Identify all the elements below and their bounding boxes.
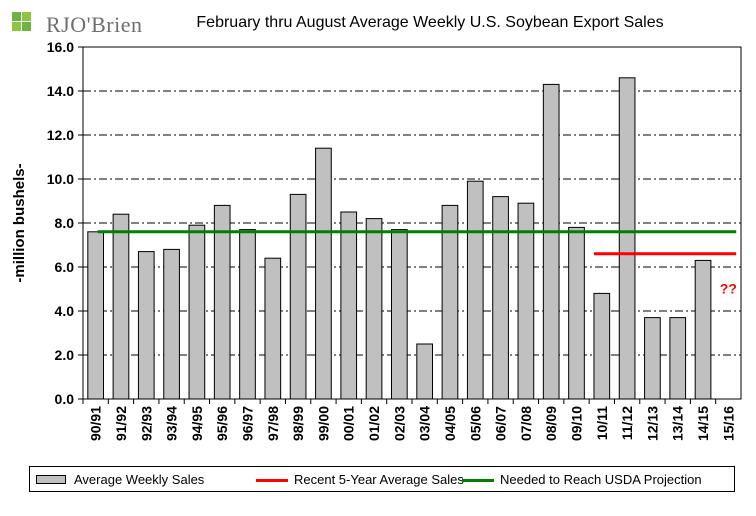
- legend-label: Needed to Reach USDA Projection: [500, 472, 702, 487]
- bar: [315, 147, 332, 400]
- bar: [264, 257, 282, 400]
- bar: [365, 218, 383, 400]
- logo-text: RJO'Brien: [46, 12, 143, 37]
- x-tick-label: 01/02: [366, 406, 382, 441]
- bar: [416, 343, 433, 400]
- y-axis-label: -million bushels-: [11, 163, 28, 282]
- x-tick-label: 07/08: [518, 406, 534, 441]
- legend-swatch-green-line: [462, 479, 494, 482]
- x-tick-label: 14/15: [695, 406, 711, 441]
- x-tick-label: 91/92: [113, 406, 129, 441]
- bar: [188, 224, 206, 400]
- x-tick-label: 98/99: [290, 406, 306, 441]
- x-tick-label: 04/05: [442, 406, 458, 441]
- x-tick-label: 13/14: [670, 406, 686, 441]
- legend-label: Average Weekly Sales: [74, 472, 205, 487]
- x-tick-label: 93/94: [164, 406, 180, 441]
- x-tick-label: 94/95: [189, 406, 205, 441]
- bar: [112, 213, 130, 400]
- x-tick-label: 96/97: [240, 406, 256, 441]
- x-tick-label: 12/13: [644, 406, 660, 441]
- x-tick-label: 15/16: [720, 406, 736, 441]
- x-tick-label: 00/01: [341, 406, 357, 441]
- bar: [340, 211, 358, 400]
- y-tick-label: 10.0: [47, 171, 74, 187]
- x-tick-label: 05/06: [467, 406, 483, 441]
- bar: [593, 292, 611, 400]
- x-tick-label: 03/04: [417, 406, 433, 441]
- x-tick-label: 90/91: [88, 406, 104, 441]
- x-tick-label: 09/10: [569, 406, 585, 441]
- rjobrien-logo: RJO'Brien: [10, 8, 143, 38]
- bar: [87, 231, 104, 400]
- x-tick-label: 11/12: [619, 406, 635, 440]
- bar: [213, 204, 231, 400]
- x-tick-label: 10/11: [594, 406, 610, 440]
- bar: [163, 248, 180, 400]
- bar: [644, 317, 661, 400]
- bar: [289, 193, 307, 400]
- bar: [618, 77, 636, 400]
- bar: [441, 204, 459, 400]
- y-tick-label: 8.0: [55, 215, 75, 231]
- x-tick-label: 08/09: [543, 406, 559, 441]
- x-tick-label: 02/03: [391, 406, 407, 441]
- bar: [542, 83, 560, 400]
- y-tick-label: 16.0: [47, 39, 74, 55]
- bar: [669, 317, 687, 400]
- legend: Average Weekly Sales Recent 5-Year Avera…: [29, 466, 735, 492]
- x-tick-label: 92/93: [138, 406, 154, 441]
- bar: [694, 259, 712, 400]
- bar: [466, 180, 484, 400]
- bar: [137, 251, 155, 400]
- legend-swatch-red-line: [256, 479, 288, 482]
- x-tick-label: 06/07: [493, 406, 509, 441]
- bar: [492, 196, 509, 400]
- annotation-label: ??: [720, 280, 737, 296]
- y-tick-label: 2.0: [55, 347, 75, 363]
- logo-mark-icon: [12, 12, 31, 31]
- y-tick-label: 4.0: [55, 303, 75, 319]
- chart-title: February thru August Average Weekly U.S.…: [196, 14, 664, 31]
- x-tick-label: 97/98: [265, 406, 281, 441]
- x-tick-label: 99/00: [315, 406, 331, 441]
- x-tick-label: 95/96: [214, 406, 230, 441]
- bar: [568, 226, 585, 400]
- y-tick-label: 12.0: [47, 127, 74, 143]
- legend-swatch-bar: [36, 475, 66, 484]
- y-tick-label: 6.0: [55, 259, 75, 275]
- legend-label: Recent 5-Year Average Sales: [294, 472, 464, 487]
- bar: [391, 229, 408, 400]
- y-tick-label: 14.0: [47, 83, 74, 99]
- y-tick-label: 0.0: [55, 391, 75, 407]
- bar: [239, 229, 256, 400]
